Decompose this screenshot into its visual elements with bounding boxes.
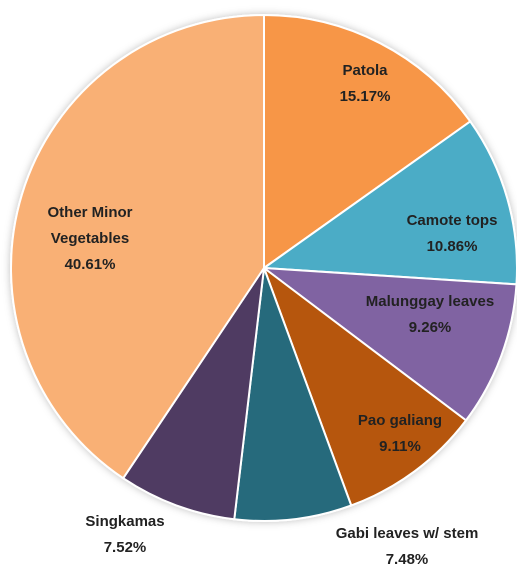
- category-name: Singkamas: [85, 513, 165, 530]
- slice-label: Camote tops 10.86%: [382, 208, 517, 260]
- percent-label: 40.61%: [64, 256, 116, 273]
- percent-label: 10.86%: [426, 238, 478, 255]
- pie-slice: [260, 266, 517, 422]
- percent-label: 9.26%: [408, 319, 452, 336]
- slice-label: Singkamas 7.52%: [65, 509, 185, 561]
- slice-label: Other Minor Vegetables 40.61%: [25, 200, 155, 278]
- slice-label: Patola 15.17%: [305, 58, 425, 110]
- category-name: Malunggay leaves: [365, 293, 495, 310]
- pie-slice: [10, 13, 265, 480]
- pie-slice: [261, 265, 468, 507]
- percent-label: 9.11%: [379, 438, 421, 455]
- pie: [10, 13, 517, 522]
- category-name: Pao galiang: [357, 412, 443, 429]
- slice-label: Pao galiang 9.11%: [335, 408, 465, 460]
- percent-label: 7.52%: [103, 539, 147, 556]
- percent-label: 15.17%: [339, 88, 391, 105]
- slice-label: Malunggay leaves 9.26%: [345, 289, 515, 341]
- pie-slice: [233, 267, 353, 522]
- slice-label: Gabi leaves w/ stem 7.48%: [307, 521, 507, 566]
- pie-slice: [121, 267, 265, 521]
- category-name: Camote tops: [406, 212, 498, 229]
- category-name: Patola: [342, 62, 388, 79]
- pie-slice: [263, 13, 472, 270]
- category-name: Other Minor Vegetables: [47, 204, 133, 247]
- category-name: Gabi leaves w/ stem: [335, 525, 479, 542]
- percent-label: 7.48%: [385, 551, 429, 566]
